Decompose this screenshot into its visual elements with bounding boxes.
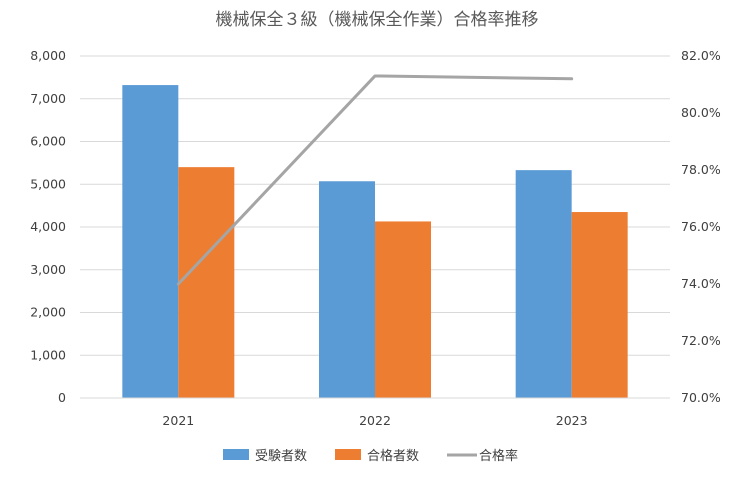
bar-passers — [571, 212, 628, 398]
x-tick-label: 2023 — [556, 413, 588, 428]
bar-series — [122, 85, 628, 398]
right-y-axis: 70.0% 72.0% 74.0% 76.0% 78.0% 80.0% 82.0% — [681, 48, 721, 405]
right-tick-label: 78.0% — [681, 162, 721, 177]
left-y-axis: 0 1,000 2,000 3,000 4,000 5,000 6,000 7,000 8,00… — [30, 48, 66, 405]
x-tick-label: 2022 — [359, 413, 391, 428]
left-tick-label: 1,000 — [30, 347, 66, 362]
left-tick-label: 3,000 — [30, 262, 66, 277]
x-axis: 2021 2022 2023 — [80, 397, 670, 428]
left-tick-label: 6,000 — [30, 134, 66, 149]
line-series — [176, 74, 574, 286]
pass-rate-line — [176, 74, 574, 286]
left-tick-label: 0 — [58, 390, 66, 405]
left-tick-label: 7,000 — [30, 91, 66, 106]
right-tick-label: 74.0% — [681, 276, 721, 291]
right-tick-label: 72.0% — [681, 333, 721, 348]
left-tick-label: 4,000 — [30, 219, 66, 234]
legend-swatch — [223, 449, 249, 460]
right-tick-label: 76.0% — [681, 219, 721, 234]
bar-examinees — [122, 85, 179, 398]
x-tick-label: 2021 — [162, 413, 194, 428]
right-tick-label: 80.0% — [681, 105, 721, 120]
left-tick-label: 8,000 — [30, 48, 66, 63]
legend-label: 合格率 — [479, 448, 518, 464]
chart-title: 機械保全３級（機械保全作業）合格率推移 — [216, 10, 539, 30]
legend-swatch — [335, 449, 361, 460]
bar-passers — [178, 167, 235, 398]
bar-examinees — [515, 170, 572, 398]
left-tick-label: 2,000 — [30, 305, 66, 320]
legend: 受験者数 合格者数 合格率 — [223, 448, 518, 464]
legend-label: 合格者数 — [367, 448, 419, 464]
right-tick-label: 70.0% — [681, 390, 721, 405]
bar-examinees — [319, 181, 375, 398]
left-tick-label: 5,000 — [30, 176, 66, 191]
legend-label: 受験者数 — [255, 449, 307, 464]
bar-passers — [375, 221, 431, 398]
right-tick-label: 82.0% — [681, 48, 721, 63]
